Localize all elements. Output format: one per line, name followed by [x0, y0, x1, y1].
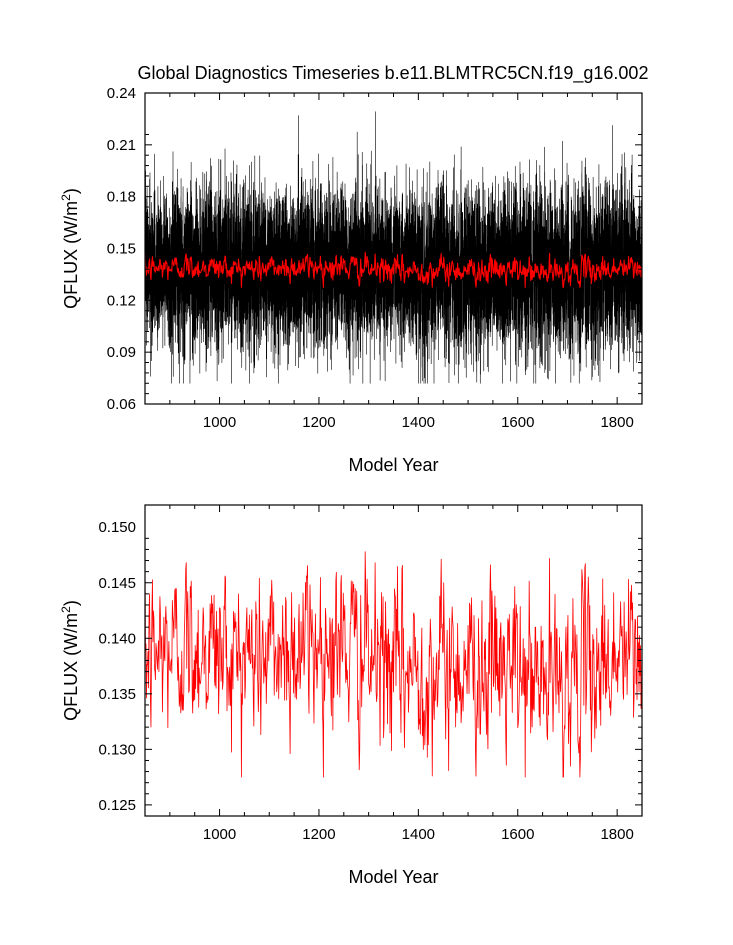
x-tick-label: 1200	[302, 826, 335, 843]
y-tick-label: 0.140	[98, 630, 136, 647]
ticks-layer: 1000 1200 1400 1600 1800 0.125 0.130 0.135 0.140…	[98, 505, 643, 843]
y-tick-label: 0.15	[107, 241, 136, 258]
x-tick-label: 1200	[302, 414, 335, 431]
y-axis-label: QFLUX (W/m2)	[59, 600, 81, 721]
x-tick-label: 1400	[402, 414, 435, 431]
x-tick-label: 1800	[600, 826, 633, 843]
y-tick-label: 0.12	[107, 292, 136, 309]
series-layer	[145, 551, 642, 778]
x-tick-label: 1800	[600, 414, 633, 431]
figure-title: Global Diagnostics Timeseries b.e11.BLMT…	[138, 63, 649, 84]
y-tick-label: 0.145	[98, 575, 136, 592]
ticks-layer: 1000 1200 1400 1600 1800 0.06 0.09 0.12 0.15 0.18…	[107, 85, 643, 431]
x-axis-label: Model Year	[348, 867, 438, 887]
annual-series-line	[145, 551, 642, 778]
x-tick-label: 1000	[203, 414, 236, 431]
annual-series-line	[145, 251, 642, 288]
y-tick-label: 0.18	[107, 189, 136, 206]
monthly-series-line	[145, 111, 642, 384]
x-tick-label: 1400	[402, 826, 435, 843]
y-tick-label: 0.125	[98, 797, 136, 814]
y-tick-label: 0.06	[107, 396, 136, 413]
x-axis-label: Model Year	[348, 455, 438, 475]
y-tick-label: 0.24	[107, 85, 136, 102]
series-layer	[145, 111, 642, 384]
x-tick-label: 1000	[203, 826, 236, 843]
x-tick-label: 1600	[501, 414, 534, 431]
timeseries-panel-bottom: 1000 1200 1400 1600 1800 0.125 0.130 0.135 0.140…	[59, 504, 643, 887]
y-tick-label: 0.21	[107, 137, 136, 154]
y-tick-label: 0.130	[98, 741, 136, 758]
x-tick-label: 1600	[501, 826, 534, 843]
y-tick-label: 0.135	[98, 686, 136, 703]
y-tick-label: 0.150	[98, 519, 136, 536]
y-tick-label: 0.09	[107, 344, 136, 361]
timeseries-panel-top: 1000 1200 1400 1600 1800 0.06 0.09 0.12 0.15 0.18…	[59, 85, 643, 475]
y-axis-label: QFLUX (W/m2)	[59, 188, 81, 309]
